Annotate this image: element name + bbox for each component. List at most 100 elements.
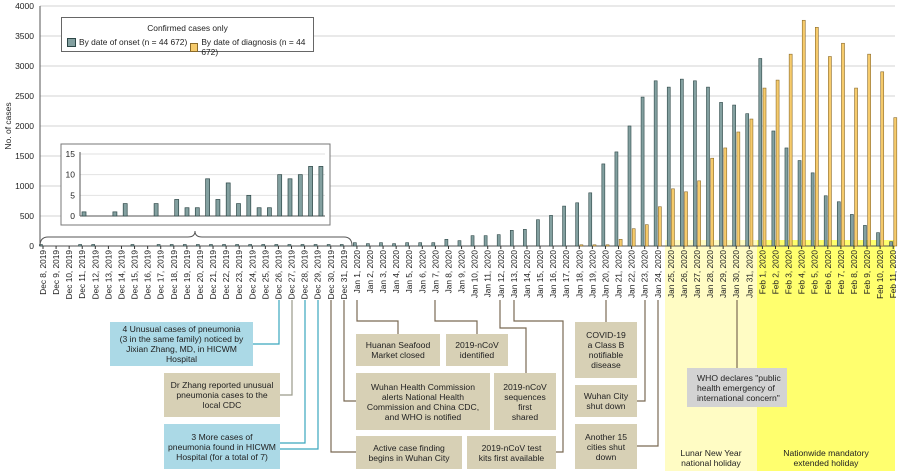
- bar-onset: [627, 125, 632, 247]
- bar-onset: [745, 113, 750, 247]
- bar-onset: [300, 244, 305, 247]
- y-tick-label: 3000: [15, 61, 34, 71]
- bar-onset: [693, 80, 697, 247]
- bar-onset: [863, 225, 867, 247]
- x-tick-label: Feb 1, 2020: [757, 250, 767, 295]
- bar-onset: [196, 244, 200, 247]
- bar-onset: [353, 242, 357, 247]
- legend-label-diagnosis: By date of diagnosis (n = 44 672): [201, 37, 306, 57]
- x-tick-label: Jan 15, 2020: [535, 250, 545, 298]
- bar-onset: [588, 192, 593, 247]
- annotation-market-closed: Huanan Seafood Market closed: [356, 334, 440, 366]
- bar-diagnosis: [880, 71, 885, 247]
- inset-bar-onset: [308, 166, 313, 217]
- bar-onset: [771, 130, 776, 247]
- x-tick-label: Jan 24, 2020: [653, 250, 663, 298]
- inset-y-tick-label: 10: [66, 170, 76, 180]
- x-tick-label: Jan 10, 2020: [470, 250, 480, 298]
- bar-onset: [483, 235, 488, 247]
- x-tick-label: Jan 12, 2020: [496, 250, 506, 298]
- y-axis-title: No. of cases: [3, 102, 13, 149]
- bar-diagnosis: [644, 224, 649, 247]
- bar-diagnosis: [710, 157, 714, 247]
- x-tick-label: Dec 16, 2019: [143, 250, 153, 300]
- x-tick-label: Jan 29, 2020: [718, 250, 728, 298]
- bar-onset: [444, 239, 449, 247]
- annotation-active-case-finding: Active case finding begins in Wuhan City: [356, 436, 462, 469]
- inset-bar-onset: [277, 174, 283, 217]
- bar-onset: [156, 244, 161, 247]
- annotation-health-commission: Wuhan Health Commission alerts National …: [356, 373, 490, 430]
- inset-bar-onset: [215, 199, 221, 217]
- bar-onset: [274, 244, 279, 247]
- y-tick-label: 500: [20, 211, 34, 221]
- bar-onset: [523, 229, 527, 247]
- x-tick-label: Feb 6, 2020: [823, 250, 833, 295]
- x-tick-label: Dec 11, 2019: [77, 250, 87, 299]
- bar-onset: [601, 163, 606, 247]
- x-tick-label: Dec 8, 2019: [38, 250, 48, 295]
- connector-a11: [637, 300, 646, 402]
- annotation-sequences-shared: 2019-nCoV sequences first shared: [494, 373, 556, 430]
- bar-diagnosis: [867, 53, 871, 247]
- bar-onset: [850, 214, 854, 247]
- x-tick-label: Jan 17, 2020: [561, 250, 571, 298]
- x-tick-label: Jan 2, 2020: [365, 250, 375, 294]
- x-tick-label: Dec 26, 2019: [273, 250, 283, 300]
- x-tick-label: Dec 20, 2019: [195, 250, 205, 300]
- x-tick-label: Dec 29, 2019: [313, 250, 323, 300]
- x-tick-label: Jan 9, 2020: [457, 250, 467, 294]
- x-tick-label: Feb 10, 2020: [875, 250, 885, 299]
- bar-diagnosis: [801, 19, 806, 247]
- bar-diagnosis: [579, 244, 584, 247]
- bar-onset: [653, 80, 658, 247]
- annotation-more-cases: 3 More cases of pneumonia found in HICWM…: [164, 424, 280, 469]
- inset-bar-onset: [256, 207, 262, 217]
- x-tick-label: Dec 28, 2019: [300, 250, 310, 300]
- x-tick-label: Dec 14, 2019: [116, 250, 126, 300]
- connector-a9: [513, 300, 564, 453]
- annotation-ncov-identified: 2019-nCoV identified: [446, 334, 508, 366]
- connector-a3: [280, 300, 319, 450]
- x-tick-label: Feb 9, 2020: [862, 250, 872, 295]
- y-tick-label: 1000: [15, 181, 34, 191]
- bar-diagnosis: [762, 87, 767, 247]
- bar-onset: [575, 202, 579, 247]
- bar-onset: [562, 205, 566, 247]
- x-tick-label: Feb 4, 2020: [797, 250, 807, 295]
- x-tick-label: Dec 15, 2019: [130, 250, 140, 300]
- x-tick-label: Feb 2, 2020: [770, 250, 780, 295]
- bar-onset: [784, 147, 789, 247]
- x-tick-label: Dec 22, 2019: [221, 250, 231, 300]
- extended-holiday-label: Nationwide mandatory extended holiday: [783, 448, 869, 468]
- inset-bar-onset: [205, 178, 210, 217]
- x-tick-label: Dec 23, 2019: [234, 250, 244, 300]
- bar-onset: [889, 241, 893, 247]
- x-tick-label: Jan 20, 2020: [600, 250, 610, 298]
- inset-bar-onset: [81, 211, 87, 217]
- bar-onset: [287, 244, 292, 247]
- bar-diagnosis: [775, 79, 780, 247]
- x-tick-label: Dec 19, 2019: [182, 250, 192, 300]
- bar-onset: [78, 244, 82, 247]
- x-tick-label: Jan 14, 2020: [522, 250, 532, 298]
- x-tick-label: Jan 18, 2020: [574, 250, 584, 298]
- y-tick-label: 3500: [15, 31, 34, 41]
- bar-diagnosis: [658, 206, 662, 247]
- bar-onset: [261, 244, 266, 247]
- x-tick-label: Jan 5, 2020: [404, 250, 414, 294]
- inset-bar-onset: [122, 203, 128, 217]
- y-tick-label: 1500: [15, 151, 34, 161]
- inset-bar-onset: [225, 182, 231, 217]
- bar-onset: [405, 242, 409, 247]
- x-tick-label: Feb 5, 2020: [810, 250, 820, 295]
- inset-bracket: [39, 230, 353, 247]
- x-tick-label: Jan 13, 2020: [509, 250, 519, 298]
- bar-onset: [836, 201, 841, 247]
- annotation-reported-cdc: Dr Zhang reported unusual pneumonia case…: [164, 373, 280, 417]
- bar-onset: [39, 244, 43, 247]
- inset-bar-onset: [287, 178, 293, 217]
- inset-bar-onset: [246, 194, 252, 217]
- x-tick-label: Jan 6, 2020: [417, 250, 427, 294]
